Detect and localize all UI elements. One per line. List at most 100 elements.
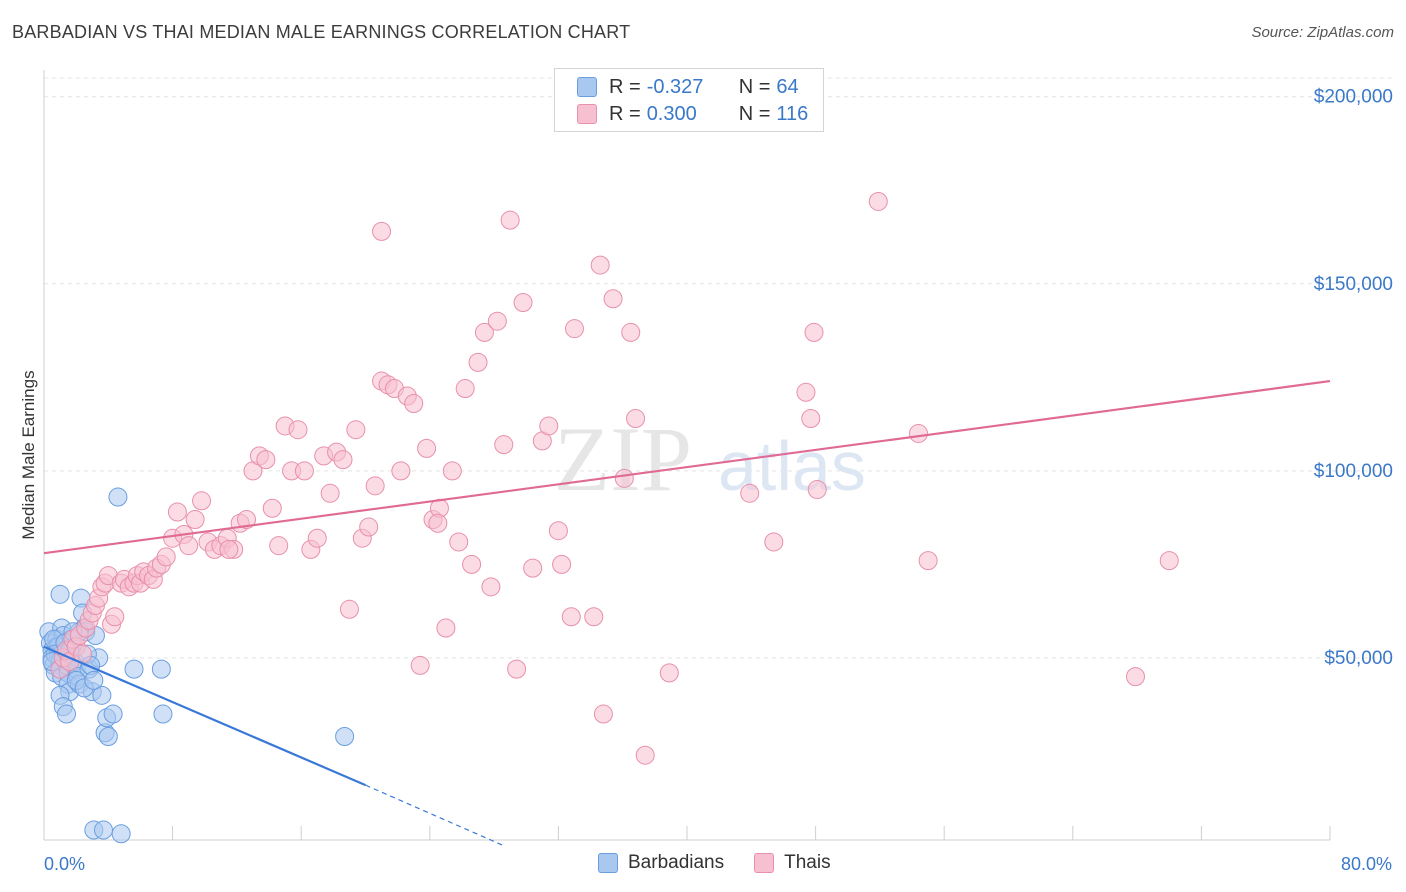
- y-tick-label: $100,000: [1314, 461, 1393, 482]
- thai-point: [804, 322, 824, 342]
- barbadian-point: [124, 659, 144, 679]
- thai-point: [442, 461, 462, 481]
- thai-point: [185, 509, 205, 529]
- thai-point: [219, 539, 239, 559]
- thai-point: [552, 554, 572, 574]
- thai-point: [507, 659, 527, 679]
- thai-point: [156, 547, 176, 567]
- barbadian-point: [153, 704, 173, 724]
- thai-point: [410, 655, 430, 675]
- barbadians-trend-line: [43, 645, 366, 787]
- thai-point: [740, 483, 760, 503]
- thai-point: [365, 476, 385, 496]
- thai-point: [468, 352, 488, 372]
- watermark-atlas: atlas: [718, 427, 866, 505]
- thai-point: [474, 322, 494, 342]
- axes: [43, 70, 1331, 841]
- thai-point: [262, 498, 282, 518]
- thai-point: [436, 618, 456, 638]
- thais-points: [50, 191, 1179, 765]
- legend-row-barbadians: R = -0.327 N = 64: [577, 75, 799, 99]
- thai-point: [428, 513, 448, 533]
- legend-item-thais[interactable]: Thais: [754, 852, 831, 874]
- thai-point: [564, 319, 584, 339]
- y-tick-label: $200,000: [1314, 87, 1393, 108]
- chart-source: Source: ZipAtlas.com: [1251, 24, 1394, 41]
- watermark-zip: ZIP: [554, 408, 692, 510]
- legend-n-value: 116: [776, 102, 809, 125]
- thai-point: [796, 382, 816, 402]
- thai-point: [548, 521, 568, 541]
- thai-point: [269, 536, 289, 556]
- stats-legend: R = -0.327 N = 64 R = 0.300 N = 116: [554, 68, 824, 132]
- thai-point: [868, 191, 888, 211]
- legend-r-label: R =: [609, 75, 641, 98]
- thai-point: [404, 394, 424, 414]
- thai-point: [339, 599, 359, 619]
- legend-r-value: -0.327: [646, 75, 704, 98]
- legend-swatch-barbadians: [598, 853, 618, 873]
- thai-point: [237, 509, 257, 529]
- thai-point: [635, 745, 655, 765]
- legend-swatch-thais: [577, 104, 597, 124]
- thai-point: [320, 483, 340, 503]
- thai-point: [621, 322, 641, 342]
- thai-point: [462, 554, 482, 574]
- y-tick-label: $50,000: [1324, 648, 1393, 669]
- legend-label-barbadians: Barbadians: [628, 852, 725, 873]
- thai-point: [614, 468, 634, 488]
- thai-point: [584, 607, 604, 627]
- thai-point: [449, 532, 469, 552]
- legend-swatch-thais: [754, 853, 775, 873]
- thai-point: [590, 255, 610, 275]
- barbadians-trend-extension: [365, 784, 503, 846]
- series-legend: Barbadians Thais: [598, 852, 861, 874]
- barbadian-point: [57, 704, 77, 724]
- thai-point: [801, 408, 821, 428]
- thai-point: [294, 461, 314, 481]
- thai-point: [523, 558, 543, 578]
- thai-point: [561, 607, 581, 627]
- thai-point: [167, 502, 187, 522]
- thai-point: [764, 532, 784, 552]
- barbadian-point: [92, 685, 112, 705]
- barbadian-point: [335, 726, 355, 746]
- thai-point: [1159, 551, 1179, 571]
- barbadian-point: [151, 659, 171, 679]
- chart-title: BARBADIAN VS THAI MEDIAN MALE EARNINGS C…: [12, 22, 631, 42]
- trend-lines: [43, 379, 1331, 846]
- thai-point: [626, 408, 646, 428]
- thai-point: [256, 450, 276, 470]
- legend-n-label: N =: [738, 102, 771, 125]
- legend-label-thais: Thais: [784, 852, 831, 873]
- thai-point: [494, 435, 514, 455]
- barbadian-point: [108, 487, 128, 507]
- thai-point: [372, 221, 392, 241]
- legend-n-value: 64: [776, 75, 799, 98]
- thai-point: [918, 551, 938, 571]
- gridlines: [44, 77, 1395, 659]
- thai-point: [346, 420, 366, 440]
- thai-point: [908, 423, 928, 443]
- thai-point: [391, 461, 411, 481]
- thai-point: [179, 536, 199, 556]
- legend-item-barbadians[interactable]: Barbadians: [598, 852, 724, 874]
- barbadian-point: [93, 820, 113, 840]
- thai-point: [593, 704, 613, 724]
- y-tick-labels: $50,000 $100,000 $150,000 $200,000: [1314, 87, 1393, 669]
- thai-point: [500, 210, 520, 230]
- thai-point: [417, 438, 437, 458]
- thai-point: [481, 577, 501, 597]
- barbadian-point: [50, 584, 70, 604]
- thai-point: [105, 607, 125, 627]
- y-axis-title: Median Male Earnings: [19, 370, 38, 539]
- x-tick-label-max: 80.0%: [1341, 854, 1392, 874]
- thai-point: [307, 528, 327, 548]
- barbadian-point: [103, 704, 123, 724]
- thai-point: [288, 420, 308, 440]
- thai-point: [487, 311, 507, 331]
- thai-point: [1125, 667, 1145, 687]
- barbadian-point: [111, 824, 131, 844]
- barbadian-point: [98, 726, 118, 746]
